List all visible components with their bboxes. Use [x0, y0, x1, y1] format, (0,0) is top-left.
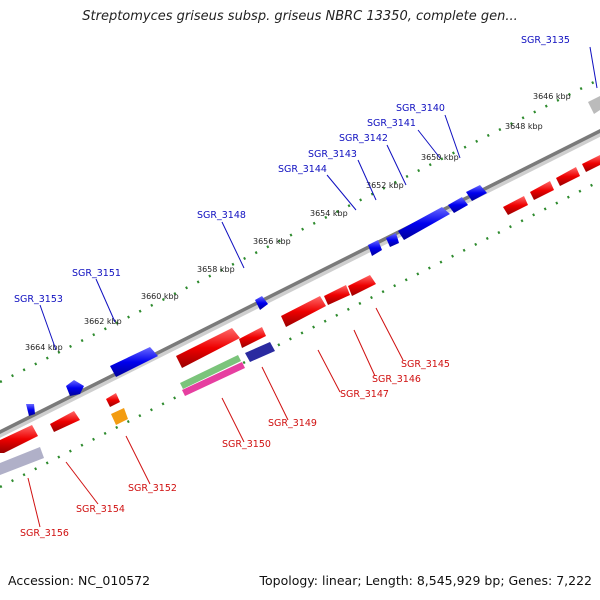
gene-label-reverse: SGR_3156: [20, 528, 69, 539]
gene-arrow-sgr3143[interactable]: [386, 233, 399, 247]
gene-label-forward: SGR_3144: [278, 164, 327, 175]
topology-label: Topology:: [259, 573, 319, 588]
gene-arrow-sgr3145[interactable]: [348, 275, 376, 296]
forward-tick-line: [0, 77, 600, 384]
map-title: Streptomyces griseus subsp. griseus NBRC…: [82, 9, 518, 24]
sequence-backbone-line: [0, 129, 600, 434]
gene-label-reverse: SGR_3154: [76, 504, 125, 515]
gene-arrow-b[interactable]: [530, 181, 554, 200]
reverse-genes[interactable]: [0, 155, 600, 453]
genome-stats: Topology: linear; Length: 8,545,929 bp; …: [259, 573, 593, 588]
tick-label: 3646 kbp: [533, 92, 571, 101]
tick-label: 3660 kbp: [141, 292, 179, 301]
gene-label-reverse: SGR_3150: [222, 439, 271, 450]
gene-label-forward: SGR_3143: [308, 149, 357, 160]
accession-label: Accession:: [8, 573, 75, 588]
tick-label: 3662 kbp: [84, 317, 122, 326]
length-label: Length:: [365, 573, 413, 588]
gene-arrow-sgr3135[interactable]: [588, 96, 600, 114]
gene-arrow-sgr3149[interactable]: [239, 327, 266, 348]
accession-info: Accession: NC_010572: [8, 573, 150, 588]
gene-arrow-sgr3142[interactable]: [398, 207, 450, 240]
feature-grey-stripe: [0, 447, 44, 475]
tick-label: 3652 kbp: [366, 181, 404, 190]
gene-label-forward: SGR_3135: [521, 35, 570, 46]
feature-green-stripe: [180, 355, 241, 389]
genes-value: 7,222: [556, 573, 592, 588]
feature-stripes: [0, 342, 275, 475]
gene-label-forward: SGR_3141: [367, 118, 416, 129]
gene-arrow-sgr3140[interactable]: [466, 185, 487, 201]
gene-arrow-sgr3154[interactable]: [50, 411, 80, 432]
gene-arrow-sgr3147[interactable]: [281, 296, 326, 327]
gene-label-reverse: SGR_3152: [128, 483, 177, 494]
genes-label: Genes:: [508, 573, 553, 588]
gene-arrow-a[interactable]: [503, 196, 528, 215]
gene-label-forward: SGR_3153: [14, 294, 63, 305]
gene-arrow-c[interactable]: [556, 167, 580, 186]
gene-arrow-sgr3146[interactable]: [324, 285, 350, 305]
gene-arrow-sgr3141[interactable]: [448, 197, 468, 213]
forward-gene-labels: SGR_3135 SGR_3140 SGR_3141 SGR_3142 SGR_3143…: [14, 35, 570, 305]
accession-value: NC_010572: [78, 573, 151, 588]
tick-label: 3658 kbp: [197, 265, 235, 274]
gene-label-reverse: SGR_3149: [268, 418, 317, 429]
gene-arrow-sgr3151-small[interactable]: [66, 380, 84, 396]
tick-label: 3648 kbp: [505, 122, 543, 131]
tick-label: 3664 kbp: [25, 343, 63, 352]
gene-arrow-sgr3153[interactable]: [26, 404, 35, 416]
gene-label-forward: SGR_3142: [339, 133, 388, 144]
reverse-gene-labels: SGR_3145 SGR_3146 SGR_3147 SGR_3149 SGR_3150…: [20, 359, 450, 539]
forward-leaders: [39, 46, 598, 351]
gene-label-forward: SGR_3140: [396, 103, 445, 114]
gene-arrow-sgr3148[interactable]: [255, 296, 268, 310]
gene-arrow-sgr3152[interactable]: [106, 393, 120, 407]
reverse-leaders: [27, 307, 404, 528]
gene-label-reverse: SGR_3147: [340, 389, 389, 400]
gene-label-forward: SGR_3148: [197, 210, 246, 221]
feature-pink-stripe: [182, 362, 245, 396]
gene-label-forward: SGR_3151: [72, 268, 121, 279]
gene-arrow-sgr3150[interactable]: [176, 328, 240, 368]
gene-label-reverse: SGR_3146: [372, 374, 421, 385]
reverse-tick-line: [0, 179, 600, 489]
gene-arrow-d[interactable]: [582, 155, 600, 172]
sequence-backbone: [0, 129, 600, 438]
tick-label: 3654 kbp: [310, 209, 348, 218]
feature-orange: [111, 408, 128, 425]
forward-genes[interactable]: [26, 96, 600, 416]
gene-arrow-sgr3144[interactable]: [368, 240, 382, 256]
feature-blue-stripe: [245, 342, 275, 362]
gene-label-reverse: SGR_3145: [401, 359, 450, 370]
topology-value: linear: [321, 573, 358, 588]
tick-label: 3656 kbp: [253, 237, 291, 246]
gene-arrow-sgr3156[interactable]: [0, 425, 38, 453]
length-value: 8,545,929 bp: [416, 573, 501, 588]
gene-arrow-sgr3151[interactable]: [110, 347, 158, 377]
